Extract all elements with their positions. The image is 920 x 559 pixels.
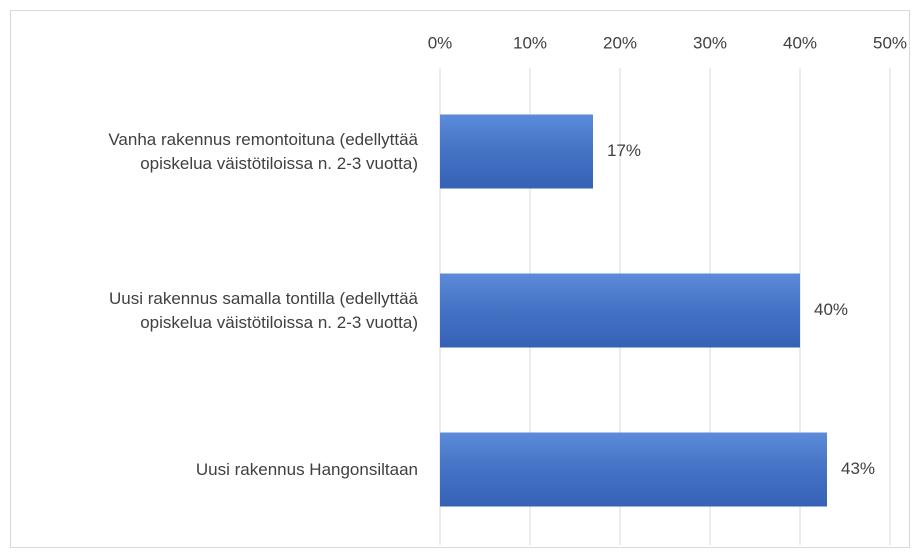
bar	[440, 273, 800, 348]
x-tick-label: 30%	[693, 33, 727, 52]
category-label: Uusi rakennus samalla tontilla (edellytt…	[109, 288, 418, 332]
x-tick-label: 10%	[513, 33, 547, 52]
x-tick-label: 0%	[428, 33, 453, 52]
data-label: 43%	[841, 459, 875, 478]
category-label: Uusi rakennus Hangonsiltaan	[195, 459, 418, 479]
data-label: 17%	[607, 141, 641, 160]
x-tick-label: 20%	[603, 33, 637, 52]
data-label: 40%	[814, 300, 848, 319]
bar	[440, 432, 827, 507]
category-label: Vanha rakennus remontoituna (edellyttää …	[108, 129, 418, 173]
chart-border	[10, 10, 910, 548]
x-tick-label: 50%	[873, 33, 907, 52]
bar	[440, 114, 593, 189]
x-tick-label: 40%	[783, 33, 817, 52]
